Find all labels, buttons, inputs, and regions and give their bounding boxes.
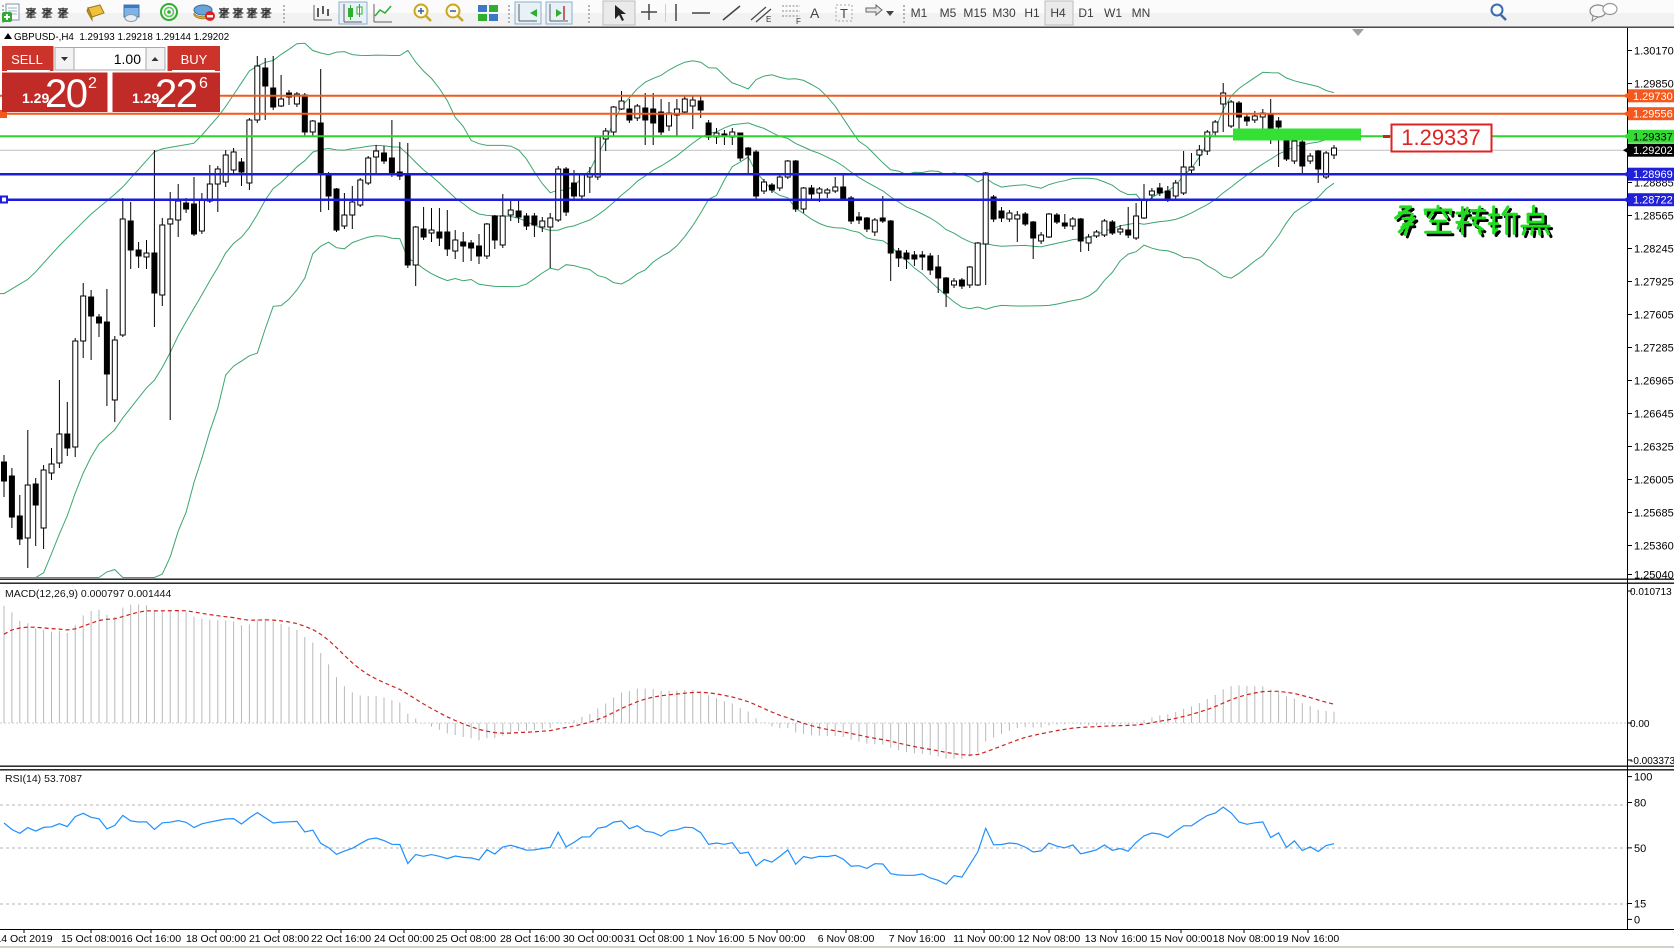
svg-text:D1: D1 xyxy=(1078,6,1094,20)
svg-text:0: 0 xyxy=(1634,914,1640,926)
svg-text:21 Oct 08:00: 21 Oct 08:00 xyxy=(249,933,309,945)
svg-text:1.29337: 1.29337 xyxy=(1633,131,1673,143)
svg-text:80: 80 xyxy=(1634,798,1646,810)
svg-text:1.29202: 1.29202 xyxy=(1633,145,1673,157)
svg-text:1.27925: 1.27925 xyxy=(1634,277,1674,289)
svg-text:1.29337: 1.29337 xyxy=(1401,125,1481,150)
svg-text:-0.003373: -0.003373 xyxy=(1630,756,1674,767)
svg-text:1.28565: 1.28565 xyxy=(1634,211,1674,223)
svg-text:1.28245: 1.28245 xyxy=(1634,244,1674,256)
svg-text:1.25685: 1.25685 xyxy=(1634,508,1674,520)
svg-text:1 Nov 16:00: 1 Nov 16:00 xyxy=(688,933,745,945)
svg-text:SELL: SELL xyxy=(11,52,43,67)
svg-text:15 Nov 00:00: 15 Nov 00:00 xyxy=(1150,933,1213,945)
svg-text:T: T xyxy=(840,6,848,21)
svg-text:W1: W1 xyxy=(1104,6,1122,20)
svg-text:1.28969: 1.28969 xyxy=(1633,169,1673,181)
svg-text:M30: M30 xyxy=(992,6,1016,20)
svg-text:16 Oct 16:00: 16 Oct 16:00 xyxy=(121,933,181,945)
svg-text:E: E xyxy=(766,15,771,24)
svg-text:28 Oct 16:00: 28 Oct 16:00 xyxy=(500,933,560,945)
svg-text:25 Oct 08:00: 25 Oct 08:00 xyxy=(436,933,496,945)
svg-text:1.26965: 1.26965 xyxy=(1634,376,1674,388)
svg-text:18 Nov 08:00: 18 Nov 08:00 xyxy=(1213,933,1276,945)
svg-text:22: 22 xyxy=(155,72,197,116)
svg-text:1.28722: 1.28722 xyxy=(1633,195,1673,207)
svg-text:H4: H4 xyxy=(1050,6,1066,20)
svg-text:RSI(14) 53.7087: RSI(14) 53.7087 xyxy=(5,773,82,785)
svg-text:14 Oct 2019: 14 Oct 2019 xyxy=(0,933,53,945)
svg-text:0.010713: 0.010713 xyxy=(1630,587,1672,598)
svg-text:F: F xyxy=(796,17,801,26)
svg-text:2: 2 xyxy=(88,75,97,92)
svg-text:1.25360: 1.25360 xyxy=(1634,541,1674,553)
svg-text:BUY: BUY xyxy=(181,52,208,67)
svg-text:1.29556: 1.29556 xyxy=(1633,109,1673,121)
svg-text:7 Nov 16:00: 7 Nov 16:00 xyxy=(889,933,946,945)
svg-text:6 Nov 08:00: 6 Nov 08:00 xyxy=(818,933,875,945)
svg-text:22 Oct 16:00: 22 Oct 16:00 xyxy=(311,933,371,945)
svg-text:15: 15 xyxy=(1634,899,1646,911)
svg-text:1.29: 1.29 xyxy=(22,90,49,106)
svg-text:24 Oct 00:00: 24 Oct 00:00 xyxy=(374,933,434,945)
svg-text:30 Oct 00:00: 30 Oct 00:00 xyxy=(563,933,623,945)
svg-text:1.26325: 1.26325 xyxy=(1634,442,1674,454)
svg-text:19 Nov 16:00: 19 Nov 16:00 xyxy=(1277,933,1340,945)
svg-text:6: 6 xyxy=(199,75,208,92)
svg-text:M15: M15 xyxy=(963,6,987,20)
svg-text:M5: M5 xyxy=(940,6,957,20)
svg-text:1.00: 1.00 xyxy=(114,51,141,67)
svg-text:31 Oct 08:00: 31 Oct 08:00 xyxy=(624,933,684,945)
svg-text:18 Oct 00:00: 18 Oct 00:00 xyxy=(186,933,246,945)
svg-text:1.29850: 1.29850 xyxy=(1634,79,1674,91)
svg-text:5 Nov 00:00: 5 Nov 00:00 xyxy=(749,933,806,945)
svg-text:1.26005: 1.26005 xyxy=(1634,475,1674,487)
svg-text:1.30170: 1.30170 xyxy=(1634,46,1674,58)
svg-text:100: 100 xyxy=(1634,772,1652,784)
svg-text:A: A xyxy=(810,5,820,21)
svg-text:20: 20 xyxy=(45,72,87,116)
svg-text:11 Nov 00:00: 11 Nov 00:00 xyxy=(953,933,1015,945)
svg-text:12 Nov 08:00: 12 Nov 08:00 xyxy=(1018,933,1081,945)
svg-text:1.29730: 1.29730 xyxy=(1633,91,1673,103)
svg-text:50: 50 xyxy=(1634,843,1646,855)
svg-text:H1: H1 xyxy=(1024,6,1040,20)
svg-text:MN: MN xyxy=(1132,6,1151,20)
svg-text:1.27285: 1.27285 xyxy=(1634,343,1674,355)
svg-text:0.00: 0.00 xyxy=(1630,719,1650,730)
svg-text:M1: M1 xyxy=(911,6,928,20)
svg-text:GBPUSD-,H4 1.29193 1.29218 1.: GBPUSD-,H4 1.29193 1.29218 1.29144 1.292… xyxy=(14,32,229,43)
svg-text:15 Oct 08:00: 15 Oct 08:00 xyxy=(61,933,121,945)
svg-text:1.26645: 1.26645 xyxy=(1634,409,1674,421)
svg-text:1.29: 1.29 xyxy=(132,90,159,106)
svg-text:MACD(12,26,9) 0.000797 0.00144: MACD(12,26,9) 0.000797 0.001444 xyxy=(5,588,172,600)
svg-text:13 Nov 16:00: 13 Nov 16:00 xyxy=(1085,933,1148,945)
svg-text:1.27605: 1.27605 xyxy=(1634,310,1674,322)
